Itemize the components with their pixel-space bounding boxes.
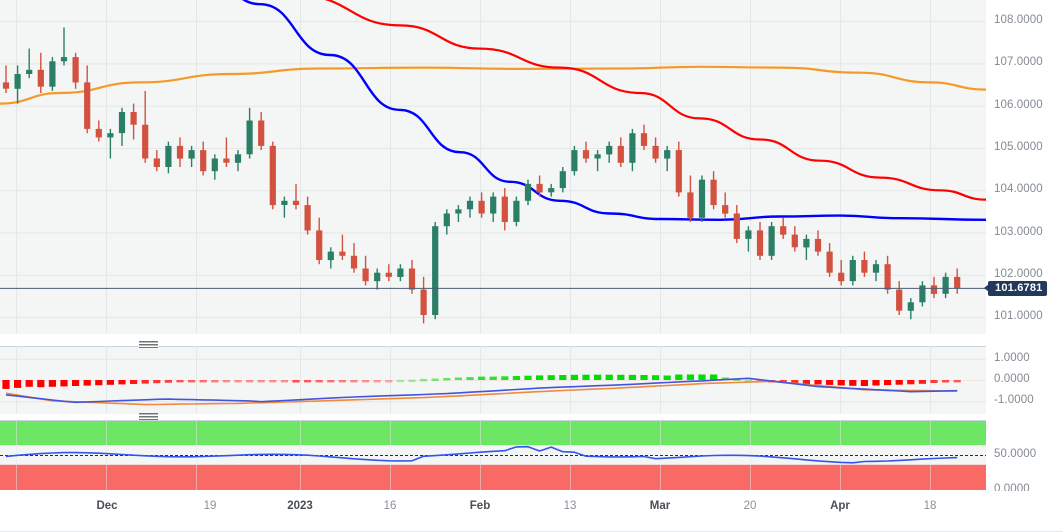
time-axis-label: 16 — [383, 500, 397, 512]
current-price-tag: 101.6781 — [983, 280, 1048, 296]
macd-canvas[interactable] — [0, 346, 986, 414]
price-axis-scale[interactable]: 108.0000 107.0000 106.0000 105.0000 104.0000… — [983, 0, 1063, 495]
time-axis-label: Mar — [649, 500, 671, 512]
macd-axis-label: -1.0000 — [994, 394, 1034, 407]
time-axis-label: 2023 — [287, 500, 313, 512]
price-chart-panel[interactable] — [0, 0, 986, 334]
rsi-axis-label: 50.0000 — [994, 448, 1037, 460]
macd-indicator-panel[interactable] — [0, 346, 986, 414]
rsi-indicator-panel[interactable] — [0, 420, 986, 490]
time-axis-label: Apr — [830, 500, 850, 512]
price-axis-label: 105.0000 — [994, 140, 1043, 153]
macd-panel-resize-handle[interactable] — [139, 341, 158, 348]
time-axis-label: Dec — [96, 500, 118, 512]
price-axis-label: 107.0000 — [994, 56, 1043, 69]
time-axis-label: Feb — [469, 500, 491, 512]
rsi-panel-resize-handle[interactable] — [139, 413, 158, 420]
price-axis-label: 106.0000 — [994, 98, 1043, 111]
macd-axis-label: 0.0000 — [994, 373, 1030, 385]
time-axis-label: 13 — [563, 500, 577, 512]
price-axis-label: 104.0000 — [994, 183, 1043, 196]
price-axis-label: 102.0000 — [994, 267, 1043, 280]
rsi-canvas[interactable] — [0, 420, 986, 490]
time-axis-label: 19 — [203, 500, 217, 512]
macd-axis-label: 1.0000 — [994, 351, 1030, 364]
time-axis-label: 20 — [743, 500, 757, 512]
price-axis-label: 101.0000 — [994, 310, 1043, 323]
price-axis-label: 108.0000 — [994, 14, 1043, 27]
price-chart-canvas[interactable] — [0, 0, 986, 334]
price-axis-label: 103.0000 — [994, 225, 1043, 238]
time-axis-label: 18 — [923, 500, 937, 512]
time-axis-scale[interactable]: Dec 19 2023 16 Feb 13 Mar 20 Apr 18 — [0, 491, 1063, 532]
